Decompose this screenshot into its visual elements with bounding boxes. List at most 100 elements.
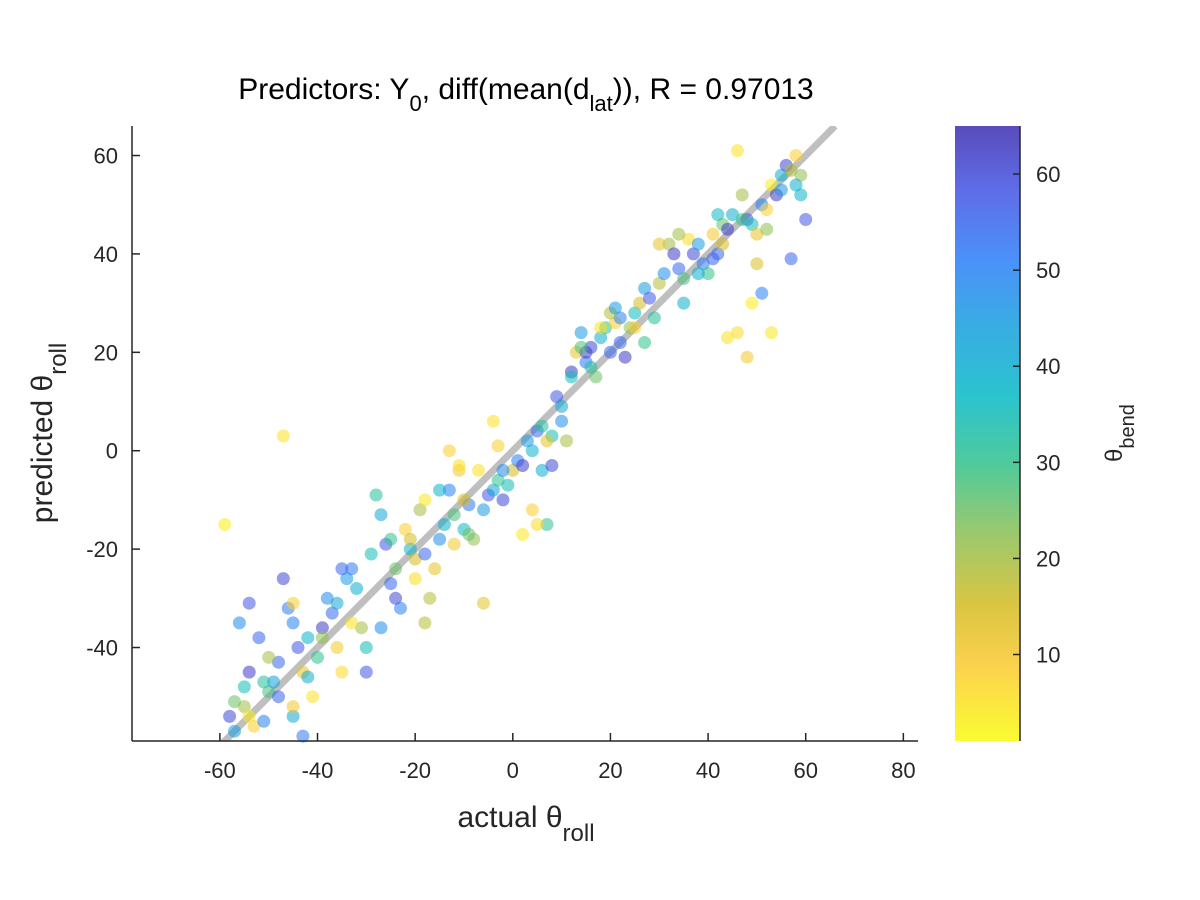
scatter-point: [242, 709, 256, 723]
scatter-point: [613, 311, 627, 325]
scatter-point: [657, 267, 671, 281]
scatter-point: [530, 518, 544, 531]
scatter-point: [516, 459, 530, 472]
scatter-point: [516, 527, 530, 541]
scatter-point: [237, 680, 251, 694]
y-axis-label: predicted θroll: [26, 343, 72, 523]
scatter-point: [603, 345, 617, 359]
y-tick-label: -20: [86, 537, 118, 562]
scatter-point: [418, 493, 432, 507]
colorbar-tick-label: 30: [1036, 450, 1060, 475]
scatter-point: [560, 434, 573, 448]
scatter-point: [711, 208, 725, 222]
x-tick-label: 60: [793, 758, 817, 783]
scatter-point: [667, 247, 681, 261]
scatter-point: [501, 478, 515, 492]
scatter-point: [784, 252, 798, 266]
scatter-point: [760, 222, 774, 236]
title-sub-1: 0: [409, 91, 421, 116]
scatter-point: [574, 326, 588, 340]
scatter-point: [716, 237, 730, 251]
scatter-point: [677, 272, 691, 285]
scatter-point: [223, 709, 237, 723]
scatter-point: [555, 414, 569, 428]
scatter-point: [286, 596, 300, 610]
scatter-point: [525, 503, 539, 517]
colorbar-tick-label: 60: [1036, 162, 1060, 187]
scatter-point: [262, 685, 276, 699]
scatter-point: [520, 434, 534, 448]
scatter-point: [730, 326, 744, 340]
scatter-point: [789, 178, 803, 192]
scatter-point: [496, 463, 510, 477]
y-tick-label: 0: [106, 439, 118, 464]
scatter-point: [252, 631, 266, 645]
scatter-point: [345, 616, 359, 630]
scatter-point: [228, 724, 241, 738]
scatter-point: [545, 459, 559, 472]
scatter-point: [447, 537, 461, 551]
scatter-point: [340, 572, 354, 586]
scatter-point: [550, 390, 564, 404]
scatter-point: [652, 276, 666, 290]
scatter-point: [403, 532, 417, 546]
scatter-point: [433, 483, 447, 497]
scatter-point: [794, 168, 808, 182]
scatter-point: [677, 296, 691, 310]
scatter-point: [286, 700, 300, 714]
title-middle: , diff(mean(d: [422, 73, 590, 106]
y-tick-label: 40: [94, 242, 118, 267]
scatter-point: [272, 690, 285, 704]
scatter-point: [701, 267, 715, 281]
x-tick-label: 80: [891, 758, 915, 783]
scatter-point: [330, 641, 344, 654]
x-axis-label-main: actual θ: [457, 801, 562, 834]
scatter-point: [345, 562, 359, 576]
scatter-point: [306, 690, 320, 704]
scatter-point: [643, 291, 656, 305]
scatter-point: [325, 606, 339, 620]
scatter-point: [398, 522, 412, 536]
scatter-point: [442, 444, 456, 458]
scatter-point: [335, 665, 349, 679]
scatter-point: [408, 572, 422, 586]
scatter-point: [555, 399, 569, 413]
scatter-point: [359, 641, 373, 654]
axes: [131, 126, 918, 742]
scatter-point: [799, 213, 813, 226]
scatter-point: [608, 301, 622, 315]
x-tick-label: 0: [507, 758, 519, 783]
scatter-point: [584, 360, 598, 374]
scatter-point: [384, 577, 398, 591]
scatter-point: [486, 414, 500, 428]
scatter-point: [247, 719, 261, 733]
scatter-point: [408, 552, 422, 566]
scatter-point: [726, 208, 739, 222]
y-ticks: -40 -20 0 20 40 60: [86, 144, 140, 661]
scatter-point: [389, 562, 403, 576]
scatter-point: [413, 503, 427, 517]
scatter-point: [682, 232, 695, 246]
y-axis-label-sub: roll: [45, 343, 72, 375]
scatter-point: [633, 296, 647, 310]
scatter-point: [355, 621, 368, 635]
scatter-point: [218, 518, 232, 531]
scatter-point: [721, 222, 735, 236]
scatter-point: [389, 591, 403, 605]
scatter-point: [628, 321, 642, 335]
scatter-point: [267, 675, 281, 689]
scatter-point: [672, 227, 686, 241]
scatter-point: [496, 493, 510, 507]
scatter-point: [301, 631, 315, 645]
scatter-point: [491, 439, 505, 453]
scatter-point: [789, 149, 803, 162]
scatter-point: [706, 227, 720, 241]
scatter-point: [540, 518, 554, 531]
scatter-point: [335, 562, 349, 576]
scatter-point: [315, 621, 329, 635]
scatter-point: [315, 631, 329, 645]
title-prefix: Predictors: Y: [238, 73, 409, 106]
scatter-point: [477, 503, 490, 517]
scatter-point: [638, 336, 652, 349]
